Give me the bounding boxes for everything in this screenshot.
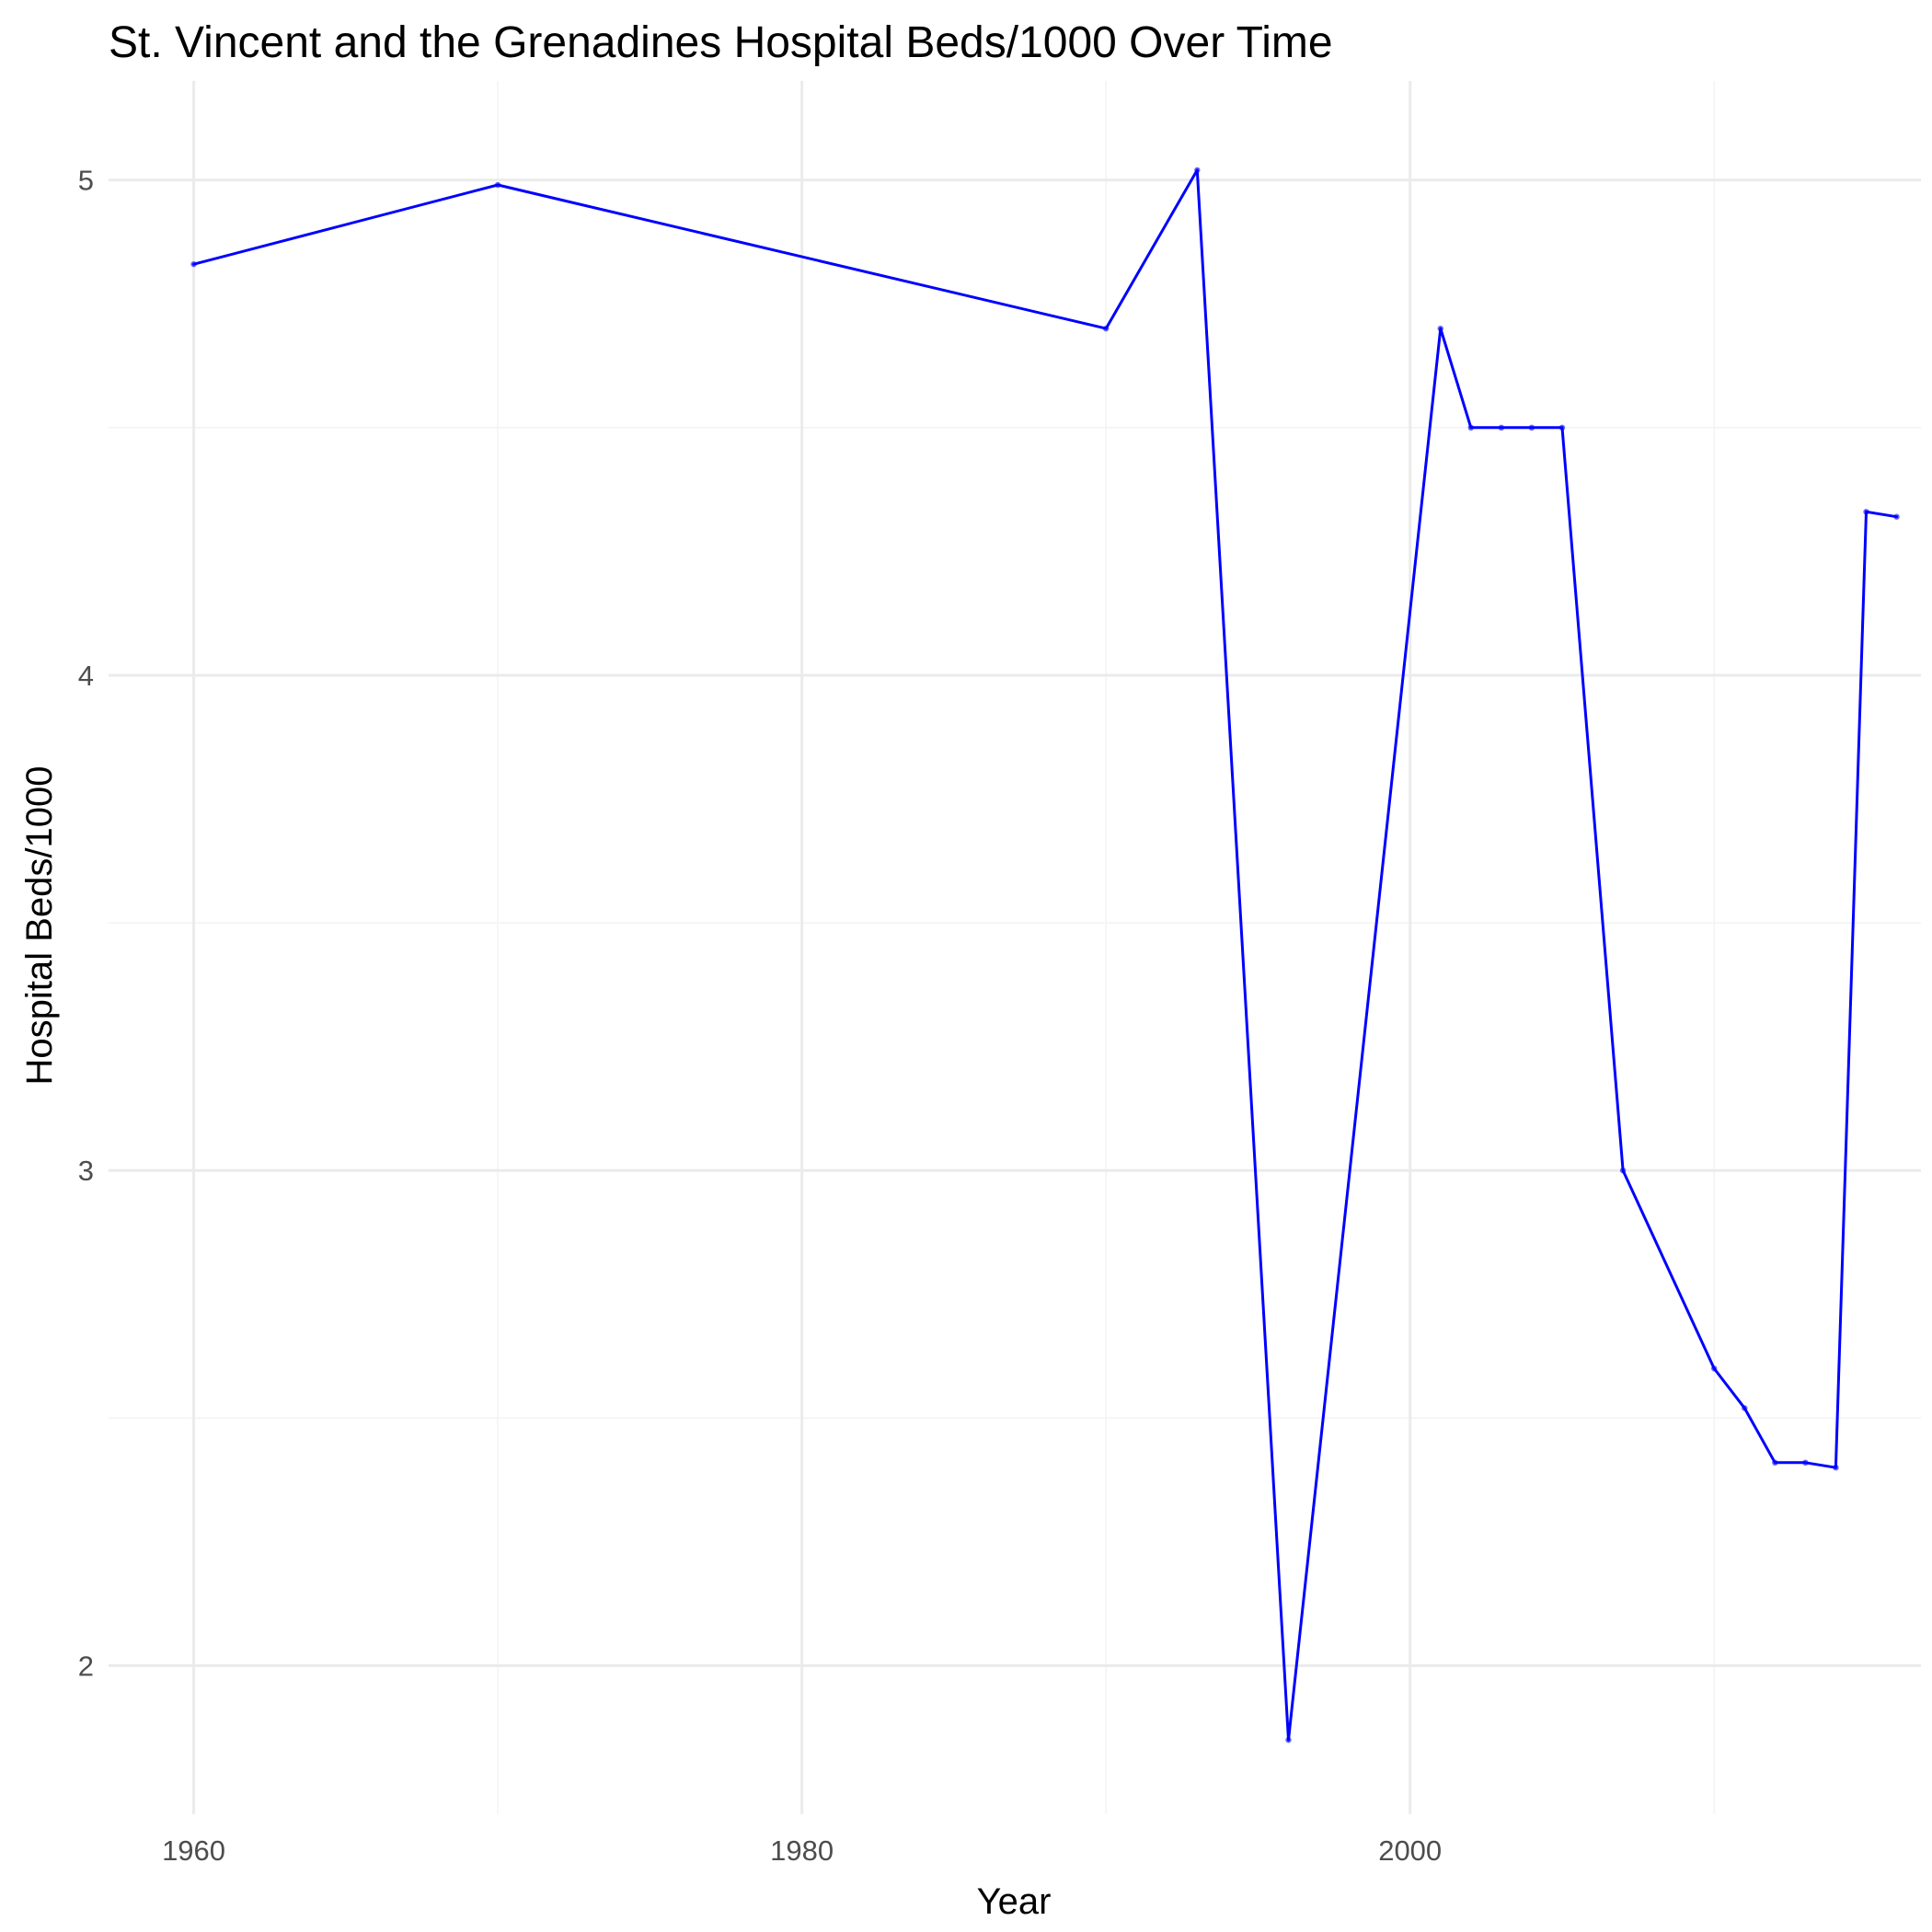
- series-line: [192, 168, 1899, 1742]
- data-point: [494, 181, 501, 189]
- major-gridlines: [109, 81, 1921, 1814]
- x-tick-label: 1980: [770, 1834, 834, 1867]
- x-axis-title: Year: [977, 1881, 1052, 1922]
- data-point: [1863, 509, 1869, 515]
- data-point: [1893, 513, 1900, 520]
- data-point: [1498, 424, 1505, 431]
- data-point: [1558, 424, 1566, 431]
- data-point: [1772, 1459, 1778, 1466]
- x-tick-label: 1960: [162, 1834, 225, 1867]
- data-point: [1802, 1459, 1809, 1466]
- series-layer: [190, 167, 1900, 1743]
- x-tick-label: 2000: [1378, 1834, 1442, 1867]
- data-point: [1742, 1405, 1748, 1411]
- data-point: [1102, 325, 1110, 332]
- tick-labels: 1960 1980 2000 2 3 4 5: [78, 165, 1442, 1867]
- data-point: [1285, 1737, 1292, 1743]
- data-point: [1194, 167, 1201, 174]
- y-axis-title: Hospital Beds/1000: [19, 766, 60, 1086]
- y-tick-label: 4: [78, 660, 94, 692]
- y-tick-label: 5: [78, 165, 94, 197]
- chart-title: St. Vincent and the Grenadines Hospital …: [109, 18, 1333, 67]
- data-point: [1467, 424, 1475, 431]
- data-point: [1833, 1465, 1839, 1471]
- data-point: [1528, 424, 1535, 431]
- data-point: [1619, 1167, 1627, 1174]
- data-point: [1711, 1365, 1718, 1372]
- y-tick-label: 3: [78, 1155, 94, 1187]
- minor-gridlines: [109, 81, 1921, 1814]
- data-point: [190, 260, 197, 268]
- y-tick-label: 2: [78, 1650, 94, 1683]
- data-point: [1437, 325, 1443, 332]
